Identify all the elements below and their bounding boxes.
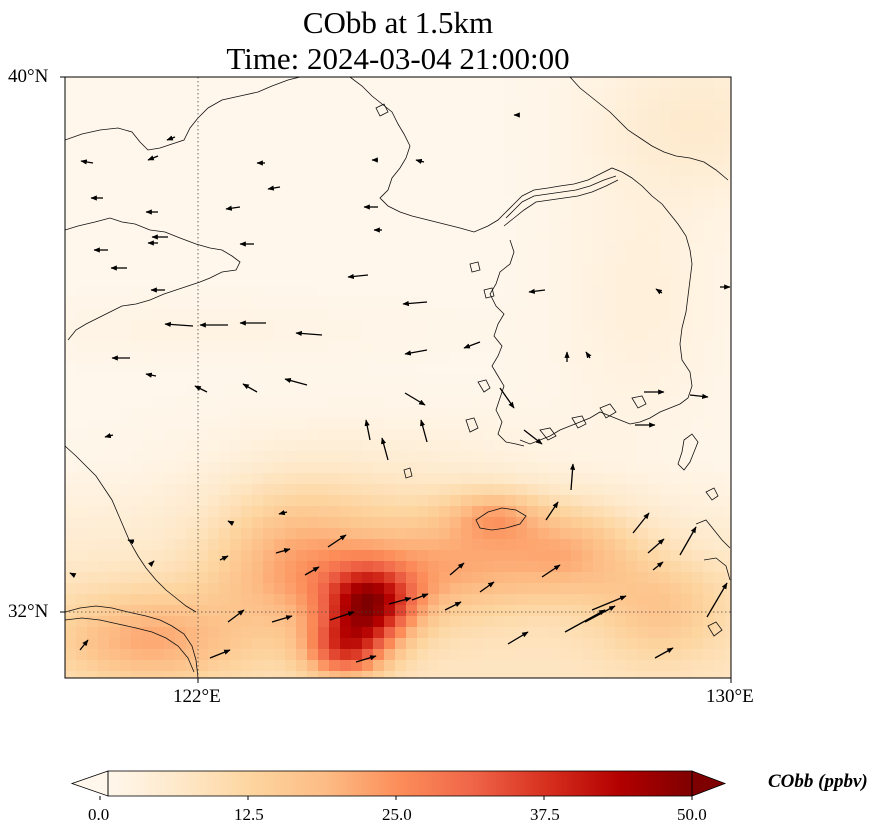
wind-arrow xyxy=(127,539,135,545)
wind-arrow xyxy=(347,273,369,280)
wind-arrow xyxy=(388,597,412,605)
wind-arrow xyxy=(420,419,428,443)
wind-arrow xyxy=(404,349,428,356)
wind-arrow xyxy=(706,582,728,618)
wind-arrow xyxy=(242,383,258,393)
wind-arrow xyxy=(652,561,664,571)
wind-arrow xyxy=(80,159,94,165)
concentration-field xyxy=(65,77,731,678)
colorbar-tick-3: 37.5 xyxy=(530,805,560,824)
wind-arrow xyxy=(364,419,371,441)
colorbar xyxy=(70,770,727,800)
wind-arrow xyxy=(545,501,559,521)
wind-arrow xyxy=(166,135,176,141)
wind-arrow xyxy=(355,655,377,663)
colorbar-tick-4: 50.0 xyxy=(677,805,707,824)
wind-arrow xyxy=(523,429,543,445)
wind-arrow xyxy=(275,548,291,554)
wind-arrow xyxy=(147,155,159,161)
wind-arrow xyxy=(541,564,561,578)
wind-arrow xyxy=(219,555,229,561)
wind-arrow xyxy=(632,512,650,534)
wind-arrow xyxy=(444,601,462,611)
wind-arrow xyxy=(227,609,245,623)
wind-arrow xyxy=(591,595,627,611)
lat-tick-40: 40°N xyxy=(8,66,49,87)
colorbar-tick-0: 0.0 xyxy=(88,805,110,824)
wind-arrow xyxy=(584,605,616,623)
wind-arrow xyxy=(327,534,347,548)
coastline xyxy=(65,77,731,678)
wind-arrow xyxy=(463,341,481,349)
wind-arrow xyxy=(479,581,495,593)
wind-arrow xyxy=(381,437,389,461)
wind-arrow xyxy=(655,288,663,295)
wind-arrow xyxy=(507,631,529,645)
wind-arrow xyxy=(585,351,592,359)
colorbar-label: CObb (ppbv) xyxy=(768,771,868,792)
wind-arrow xyxy=(209,649,231,659)
gridlines xyxy=(65,77,731,678)
wind-arrow xyxy=(267,185,281,191)
wind-arrow xyxy=(69,572,77,578)
title-line-2: Time: 2024-03-04 21:00:00 xyxy=(226,41,570,76)
wind-arrow xyxy=(449,562,465,576)
lon-tick-122: 122°E xyxy=(173,686,221,707)
wind-arrow xyxy=(148,560,155,567)
lon-tick-130: 130°E xyxy=(706,686,754,707)
wind-arrow xyxy=(79,639,89,651)
wind-arrow xyxy=(271,615,293,623)
wind-arrow xyxy=(104,433,114,439)
colorbar-tick-2: 25.0 xyxy=(382,805,412,824)
wind-arrow xyxy=(689,393,709,399)
wind-vectors xyxy=(69,112,731,663)
wind-arrow xyxy=(295,330,323,337)
wind-arrow xyxy=(528,288,546,294)
wind-arrow xyxy=(404,392,426,406)
lat-tick-32: 32°N xyxy=(8,601,49,622)
axis-ticks xyxy=(60,76,732,683)
wind-arrow xyxy=(647,538,665,554)
wind-arrow xyxy=(679,526,697,556)
wind-arrow xyxy=(499,387,515,409)
wind-arrow xyxy=(411,593,429,601)
colorbar-tick-1: 12.5 xyxy=(234,805,264,824)
wind-arrow xyxy=(194,385,208,393)
wind-arrow xyxy=(654,647,674,659)
wind-arrow xyxy=(284,378,308,386)
wind-arrow xyxy=(145,372,157,378)
wind-arrow xyxy=(569,463,576,491)
wind-arrow xyxy=(329,611,355,621)
wind-arrow xyxy=(415,158,425,164)
wind-arrow xyxy=(225,205,241,211)
title-line-1: CObb at 1.5km xyxy=(302,5,494,40)
wind-arrow xyxy=(402,300,428,307)
wind-arrow xyxy=(227,520,235,526)
wind-arrow xyxy=(564,609,606,633)
wind-arrow xyxy=(304,566,320,576)
map-frame xyxy=(64,76,732,679)
wind-arrow xyxy=(164,321,194,328)
wind-arrow xyxy=(278,510,288,516)
